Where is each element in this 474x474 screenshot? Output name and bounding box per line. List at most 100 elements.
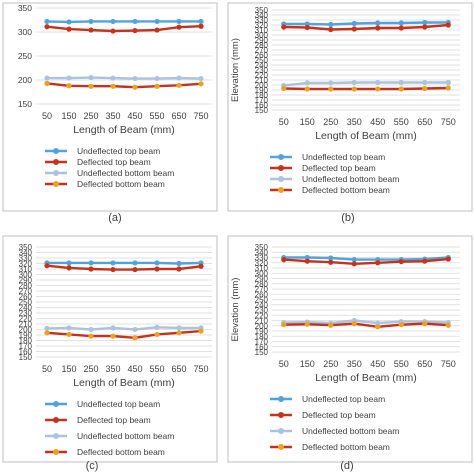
- y-tick-label: 250: [18, 51, 32, 61]
- y-tick-label: 180: [19, 337, 33, 346]
- data-point: [398, 322, 404, 328]
- data-point: [304, 321, 310, 327]
- x-tick-label: 50: [279, 117, 289, 127]
- data-point: [198, 75, 204, 82]
- x-tick-label: 250: [323, 359, 338, 369]
- legend-label: Undeflected bottom beam: [302, 174, 399, 184]
- data-point: [328, 21, 334, 28]
- x-tick-label: 50: [42, 364, 52, 374]
- data-point: [176, 330, 182, 336]
- data-point: [351, 257, 357, 263]
- data-point: [328, 86, 334, 92]
- y-tick-label: 220: [255, 311, 269, 320]
- legend-label: Deflected top beam: [302, 163, 376, 173]
- data-point: [351, 26, 357, 32]
- data-point: [304, 80, 310, 86]
- series-line: [45, 20, 203, 24]
- y-tick-label: 290: [19, 276, 33, 285]
- y-tick-label: 210: [19, 320, 33, 329]
- x-tick-label: 450: [370, 117, 385, 127]
- data-point: [198, 328, 204, 334]
- y-tick-label: 350: [255, 6, 269, 15]
- y-tick-label: 180: [255, 91, 269, 100]
- data-point: [154, 27, 160, 33]
- data-point: [44, 330, 50, 336]
- data-point: [110, 83, 116, 89]
- data-point: [66, 26, 72, 32]
- data-point: [110, 75, 116, 81]
- x-tick-label: 550: [394, 117, 409, 127]
- data-point: [88, 260, 94, 266]
- data-point: [110, 266, 116, 273]
- data-point: [132, 260, 138, 266]
- series-line: [45, 261, 203, 265]
- legend-label: Undeflected bottom beam: [77, 168, 174, 178]
- data-point: [88, 75, 94, 81]
- x-tick-label: 50: [279, 359, 289, 369]
- data-point: [176, 82, 182, 88]
- y-tick-label: 160: [255, 343, 269, 352]
- legend-label: Deflected top beam: [77, 157, 151, 167]
- data-point: [328, 259, 334, 265]
- data-point: [328, 80, 334, 86]
- y-tick-label: 260: [255, 290, 269, 299]
- series-line: [282, 86, 450, 91]
- data-point: [154, 266, 160, 272]
- legend-label: Deflected bottom beam: [77, 179, 165, 189]
- y-tick-label: 150: [255, 348, 269, 357]
- y-tick-label: 280: [255, 280, 269, 289]
- data-point: [176, 18, 182, 25]
- y-tick-label: 300: [18, 27, 32, 37]
- panel-frame: [2, 2, 218, 212]
- y-tick-label: 170: [255, 338, 269, 347]
- data-point: [281, 85, 287, 92]
- y-tick-label: 300: [255, 269, 269, 278]
- legend-label: Deflected bottom beam: [302, 185, 390, 195]
- y-tick-label: 320: [255, 21, 269, 30]
- legend-swatch-marker: [53, 449, 59, 455]
- x-tick-label: 250: [323, 117, 338, 127]
- data-point: [176, 266, 182, 272]
- y-tick-label: 270: [255, 46, 269, 55]
- data-point: [445, 22, 451, 28]
- series-line: [282, 322, 450, 328]
- y-tick-label: 270: [255, 285, 269, 294]
- data-point: [66, 325, 72, 331]
- data-point: [375, 320, 381, 326]
- data-point: [88, 83, 94, 89]
- x-tick-label: 350: [105, 364, 120, 374]
- y-tick-label: 240: [255, 61, 269, 70]
- y-tick-label: 250: [255, 56, 269, 65]
- legend-label: Deflected top beam: [77, 415, 151, 425]
- y-tick-label: 170: [19, 342, 33, 351]
- x-tick-label: 150: [61, 111, 76, 121]
- y-tick-label: 230: [19, 309, 33, 318]
- y-tick-label: 200: [18, 75, 32, 85]
- x-tick-label: 450: [127, 364, 142, 374]
- data-point: [445, 79, 451, 86]
- y-tick-label: 210: [255, 76, 269, 85]
- y-tick-label: 340: [19, 249, 33, 258]
- y-tick-label: 330: [255, 254, 269, 263]
- chart-panel-b: 1501601701801902002102202302402502602702…: [227, 2, 473, 212]
- data-point: [198, 81, 204, 87]
- data-point: [375, 20, 381, 26]
- data-point: [422, 258, 428, 264]
- legend-label: Undeflected top beam: [302, 152, 385, 162]
- x-tick-label: 750: [193, 364, 208, 374]
- data-point: [66, 260, 72, 266]
- chart-panel-d: 1501601701801902002102202302402502602702…: [227, 235, 473, 463]
- chart-panel-a: 150 200 250 300 350 50 150 250 350 450 550 650 750 Le…: [2, 2, 218, 212]
- x-axis-title: Length of Beam (mm): [315, 372, 417, 384]
- data-point: [88, 18, 94, 25]
- data-point: [281, 257, 287, 263]
- legend-label: Undeflected top beam: [77, 146, 160, 156]
- y-tick-label: 170: [255, 96, 269, 105]
- legend-swatch-marker: [53, 433, 59, 439]
- y-tick-label: 340: [255, 11, 269, 20]
- data-point: [375, 79, 381, 86]
- data-point: [328, 255, 334, 261]
- data-point: [132, 326, 138, 333]
- y-tick-label: 150: [255, 106, 269, 115]
